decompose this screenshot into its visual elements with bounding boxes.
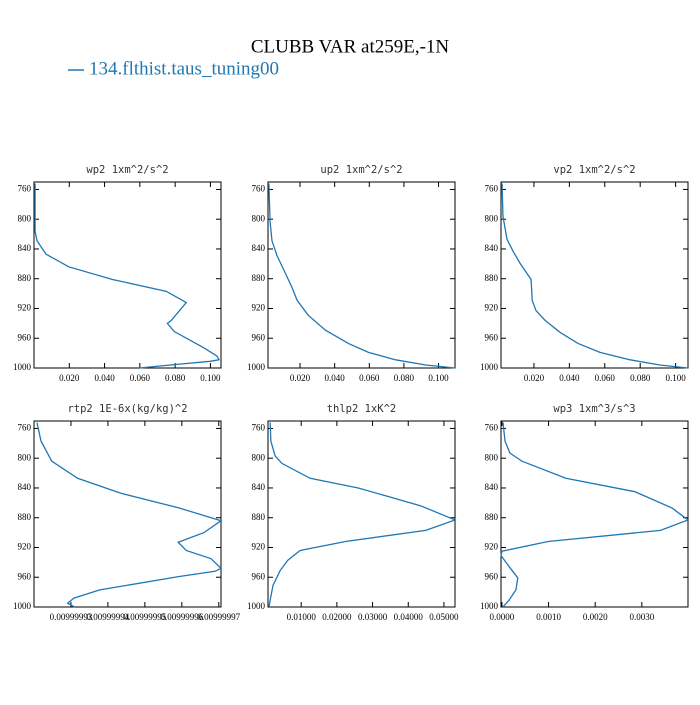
y-tick-label: 840 — [18, 243, 32, 253]
x-tick-label: 0.02000 — [322, 612, 352, 622]
axes-frame — [267, 420, 456, 608]
y-tick-label: 880 — [485, 273, 499, 283]
y-tick-label: 920 — [18, 542, 32, 552]
x-tick-label: 0.100 — [200, 373, 221, 383]
x-tick-label: 0.020 — [524, 373, 545, 383]
y-tick-label: 960 — [252, 571, 266, 581]
y-tick-label: 760 — [252, 423, 266, 433]
y-tick-label: 880 — [18, 273, 32, 283]
x-tick-label: 0.00999997 — [197, 612, 240, 622]
y-tick-label: 920 — [485, 542, 499, 552]
y-tick-label: 760 — [252, 184, 266, 194]
y-tick-label: 1000 — [247, 362, 266, 372]
axes-frame — [33, 420, 222, 608]
y-tick-label: 920 — [18, 303, 32, 313]
x-tick-label: 0.00999994 — [87, 612, 130, 622]
y-tick-label: 960 — [252, 332, 266, 342]
y-tick-label: 920 — [485, 303, 499, 313]
panel-title: wp2 1xm^2/s^2 — [86, 164, 168, 176]
x-tick-label: 0.00999995 — [123, 612, 166, 622]
profile-line — [34, 183, 221, 369]
y-tick-label: 800 — [252, 213, 266, 223]
panel-title: wp3 1xm^3/s^3 — [553, 403, 635, 415]
profile-line — [268, 183, 456, 369]
y-tick-label: 960 — [485, 571, 499, 581]
panel-title: rtp2 1E-6x(kg/kg)^2 — [67, 403, 187, 415]
y-tick-label: 840 — [485, 243, 499, 253]
y-tick-label: 800 — [18, 213, 32, 223]
y-tick-label: 960 — [18, 571, 32, 581]
x-tick-label: 0.080 — [630, 373, 651, 383]
y-tick-label: 800 — [18, 452, 32, 462]
x-tick-label: 0.0010 — [536, 612, 561, 622]
x-tick-label: 0.060 — [359, 373, 380, 383]
x-tick-label: 0.040 — [325, 373, 346, 383]
y-tick-label: 960 — [18, 332, 32, 342]
y-tick-label: 760 — [18, 184, 32, 194]
x-tick-label: 0.0030 — [629, 612, 654, 622]
x-tick-label: 0.01000 — [287, 612, 317, 622]
y-tick-label: 840 — [485, 482, 499, 492]
y-tick-label: 760 — [18, 423, 32, 433]
y-tick-label: 1000 — [480, 362, 499, 372]
y-tick-label: 1000 — [247, 601, 266, 611]
y-tick-label: 800 — [485, 452, 499, 462]
y-tick-label: 1000 — [13, 601, 32, 611]
y-tick-label: 960 — [485, 332, 499, 342]
x-tick-label: 0.100 — [665, 373, 686, 383]
profile-line — [500, 422, 690, 608]
y-tick-label: 840 — [252, 243, 266, 253]
y-tick-label: 800 — [485, 213, 499, 223]
x-tick-label: 0.040 — [94, 373, 115, 383]
axes-frame — [500, 181, 689, 369]
y-tick-label: 1000 — [13, 362, 32, 372]
y-tick-label: 880 — [252, 273, 266, 283]
panel-title: thlp2 1xK^2 — [327, 403, 397, 415]
panel-title: vp2 1xm^2/s^2 — [553, 164, 635, 176]
y-tick-label: 880 — [18, 512, 32, 522]
y-tick-label: 880 — [485, 512, 499, 522]
x-tick-label: 0.0020 — [583, 612, 608, 622]
y-tick-label: 760 — [485, 184, 499, 194]
figure-title: CLUBB VAR at259E,-1N — [251, 36, 450, 57]
legend-label: 134.flthist.taus_tuning00 — [89, 58, 279, 79]
y-tick-label: 920 — [252, 542, 266, 552]
profile-line — [36, 422, 223, 608]
axes-frame — [500, 420, 689, 608]
profile-line — [268, 422, 457, 608]
x-tick-label: 0.04000 — [394, 612, 424, 622]
x-tick-label: 0.020 — [59, 373, 80, 383]
x-tick-label: 0.0000 — [490, 612, 515, 622]
axes-frame — [267, 181, 456, 369]
x-tick-label: 0.060 — [130, 373, 151, 383]
axes-frame — [33, 181, 222, 369]
x-tick-label: 0.05000 — [429, 612, 459, 622]
x-tick-label: 0.00999993 — [50, 612, 93, 622]
x-tick-label: 0.100 — [428, 373, 449, 383]
x-tick-label: 0.060 — [595, 373, 616, 383]
y-tick-label: 800 — [252, 452, 266, 462]
y-tick-label: 840 — [252, 482, 266, 492]
x-tick-label: 0.03000 — [358, 612, 388, 622]
x-tick-label: 0.020 — [290, 373, 311, 383]
x-tick-label: 0.040 — [559, 373, 580, 383]
y-tick-label: 920 — [252, 303, 266, 313]
x-tick-label: 0.080 — [394, 373, 415, 383]
y-tick-label: 840 — [18, 482, 32, 492]
panel-title: up2 1xm^2/s^2 — [320, 164, 402, 176]
x-tick-label: 0.00999996 — [160, 612, 203, 622]
y-tick-label: 1000 — [480, 601, 499, 611]
y-tick-label: 880 — [252, 512, 266, 522]
profile-line — [501, 183, 689, 369]
y-tick-label: 760 — [485, 423, 499, 433]
x-tick-label: 0.080 — [165, 373, 186, 383]
